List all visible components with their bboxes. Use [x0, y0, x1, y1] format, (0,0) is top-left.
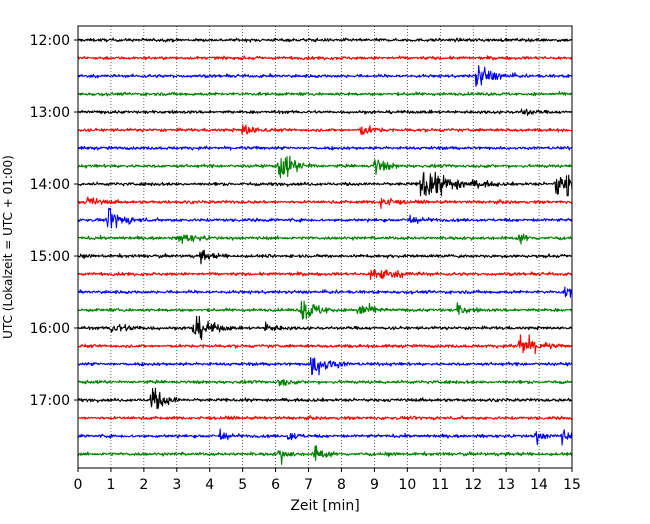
x-tick-label: 3 — [172, 477, 181, 493]
trace-1615 — [77, 334, 573, 355]
trace-1630 — [77, 357, 573, 376]
y-tick-label: 17:00 — [30, 393, 70, 409]
y-tick-label: 15:00 — [30, 249, 70, 265]
trace-1715 — [77, 414, 573, 421]
x-tick-label: 6 — [271, 477, 280, 493]
axis-layer: 0 1 2 3 4 5 6 7 8 9 10 11 12 13 14 1512:0013:0014:0015:… — [30, 33, 581, 493]
trace-1645 — [77, 379, 573, 387]
x-tick-label: 14 — [530, 477, 548, 493]
x-tick-label: 10 — [398, 477, 416, 493]
trace-1430 — [77, 207, 573, 229]
trace-1345 — [77, 155, 573, 179]
trace-1200 — [77, 37, 573, 43]
y-tick-label: 13:00 — [30, 105, 70, 121]
x-tick-label: 5 — [238, 477, 247, 493]
trace-1600 — [77, 315, 573, 341]
y-tick-label: 12:00 — [30, 33, 70, 49]
x-tick-label: 1 — [106, 477, 115, 493]
trace-layer — [77, 37, 573, 465]
x-tick-label: 13 — [497, 477, 515, 493]
x-tick-label: 0 — [74, 477, 83, 493]
x-tick-label: 15 — [563, 477, 581, 493]
trace-1500 — [77, 249, 573, 265]
trace-1215 — [77, 55, 573, 61]
x-axis-label: Zeit [min] — [290, 498, 359, 514]
x-tick-label: 12 — [464, 477, 482, 493]
trace-1530 — [77, 286, 573, 298]
x-tick-label: 9 — [370, 477, 379, 493]
trace-1730 — [77, 428, 573, 446]
y-tick-label: 16:00 — [30, 321, 70, 337]
y-tick-label: 14:00 — [30, 177, 70, 193]
trace-1745 — [77, 445, 573, 465]
trace-1400 — [77, 171, 573, 197]
x-tick-label: 2 — [139, 477, 148, 493]
trace-1300 — [77, 108, 573, 116]
plot-frame — [77, 25, 573, 469]
trace-1245 — [77, 90, 573, 97]
trace-1415 — [77, 196, 573, 210]
trace-1315 — [77, 124, 573, 136]
trace-1545 — [77, 300, 573, 320]
trace-1515 — [77, 269, 573, 281]
x-tick-label: 4 — [205, 477, 214, 493]
x-tick-label: 8 — [337, 477, 346, 493]
x-tick-label: 11 — [431, 477, 449, 493]
trace-1700 — [77, 387, 573, 410]
trace-1230 — [77, 65, 573, 87]
x-tick-label: 7 — [304, 477, 313, 493]
y-axis-label: UTC (Lokalzeit = UTC + 01:00) — [1, 155, 15, 339]
trace-1330 — [77, 145, 573, 151]
trace-1445 — [77, 233, 573, 245]
